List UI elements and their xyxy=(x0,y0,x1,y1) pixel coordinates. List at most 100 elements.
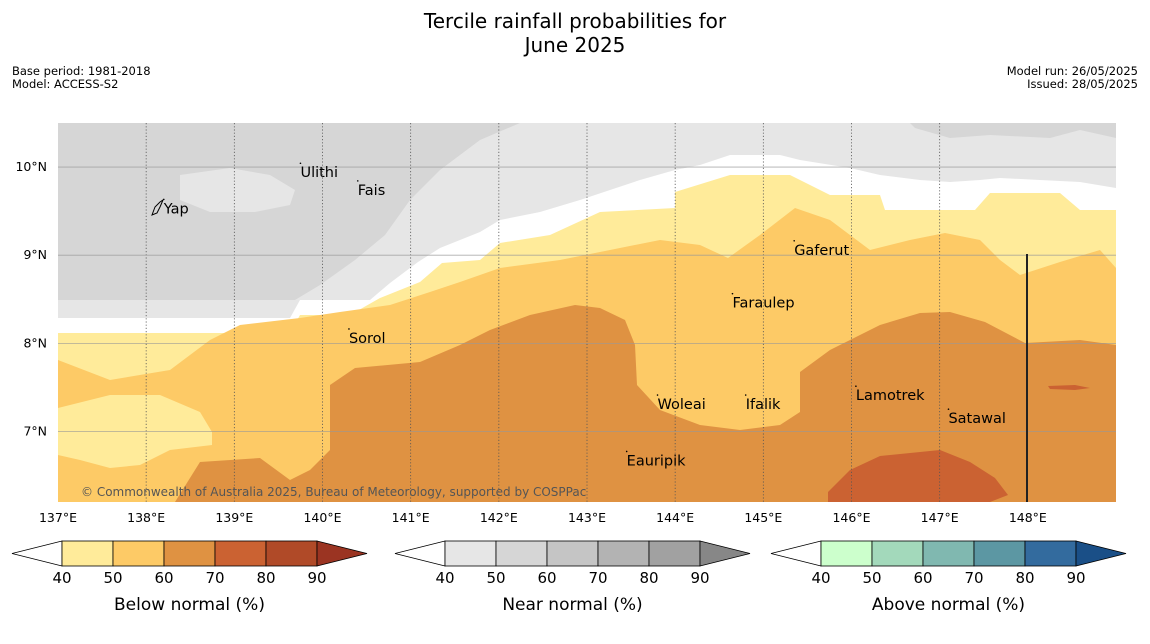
colorbar-under-triangle xyxy=(11,540,63,567)
colorbar-segment xyxy=(648,540,701,567)
colorbar-under-triangle xyxy=(394,540,446,567)
lat-tick-label: 7°N xyxy=(23,423,47,438)
place-label-fais: Fais xyxy=(358,183,385,199)
colorbar-2: 40 50 60 70 80 90 Above normal (%) xyxy=(770,540,1127,615)
meta-left: Base period: 1981-2018 Model: ACCESS-S2 xyxy=(12,65,151,91)
place-marker xyxy=(793,240,795,242)
lon-axis-labels: 137°E 138°E 139°E 140°E 141°E 142°E 143°E 144°E… xyxy=(39,510,1047,525)
lat-tick-label: 8°N xyxy=(23,335,47,350)
colorbar-tick-label: 70 xyxy=(205,569,224,587)
colorbar-label: Near normal (%) xyxy=(502,595,642,615)
map-title: Tercile rainfall probabilities for June … xyxy=(0,9,1150,57)
colorbar-tick-label: 90 xyxy=(1066,569,1085,587)
colorbar-tick-label: 90 xyxy=(690,569,709,587)
title-line-1: Tercile rainfall probabilities for xyxy=(423,9,727,33)
lon-tick-label: 141°E xyxy=(392,510,430,525)
colorbar-tick-label: 40 xyxy=(52,569,71,587)
place-label-ifalik: Ifalik xyxy=(746,397,781,413)
place-label-yap: Yap xyxy=(163,201,189,217)
model-text: Model: ACCESS-S2 xyxy=(12,77,119,91)
colorbar-segment xyxy=(597,540,650,567)
colorbar-tick-label: 40 xyxy=(811,569,830,587)
colorbar-segment xyxy=(61,540,114,567)
lon-tick-label: 138°E xyxy=(127,510,165,525)
below-normal-70-80-region xyxy=(828,450,1008,502)
colorbar-tick-label: 80 xyxy=(1015,569,1034,587)
colorbars: 40 50 60 70 80 90 Below normal (%) 40 50 60 70 80 90… xyxy=(11,540,1127,615)
place-marker xyxy=(625,450,628,453)
place-marker xyxy=(855,385,857,388)
colorbar-tick-label: 50 xyxy=(862,569,881,587)
colorbar-over-triangle xyxy=(316,540,368,567)
near-normal-dark-region-ne xyxy=(910,123,1116,138)
colorbar-1: 40 50 60 70 80 90 Near normal (%) xyxy=(394,540,751,615)
place-marker xyxy=(299,162,302,165)
colorbar-tick-label: 50 xyxy=(103,569,122,587)
colorbar-tick-label: 70 xyxy=(964,569,983,587)
place-marker xyxy=(348,328,350,330)
colorbar-tick-label: 60 xyxy=(537,569,556,587)
lat-tick-label: 9°N xyxy=(23,247,47,262)
place-label-eauripik: Eauripik xyxy=(627,453,686,469)
colorbar-segment xyxy=(820,540,873,567)
colorbar-segment xyxy=(871,540,924,567)
below-normal-70-80-small-patch xyxy=(1048,385,1090,390)
colorbar-label: Above normal (%) xyxy=(872,595,1025,615)
map-area: Ulithi Fais Yap Gaferut Faraulep Sorol Lamotre… xyxy=(58,123,1116,502)
meta-right: Model run: 26/05/2025 Issued: 28/05/2025 xyxy=(1007,65,1138,91)
colorbar-segment xyxy=(444,540,497,567)
lon-tick-label: 137°E xyxy=(39,510,77,525)
base-period-text: Base period: 1981-2018 xyxy=(12,64,151,78)
colorbar-over-triangle xyxy=(1075,540,1127,567)
colorbar-tick-label: 60 xyxy=(913,569,932,587)
colorbar-over-triangle xyxy=(699,540,751,567)
lon-tick-label: 144°E xyxy=(656,510,694,525)
place-marker xyxy=(731,292,734,295)
place-label-ulithi: Ulithi xyxy=(300,165,338,181)
place-label-faraulep: Faraulep xyxy=(732,296,794,312)
place-label-satawal: Satawal xyxy=(948,411,1005,427)
lat-axis-labels: 10°N 9°N 8°N 7°N xyxy=(15,159,47,438)
lon-tick-label: 143°E xyxy=(568,510,606,525)
gridlines xyxy=(58,123,1116,502)
colorbar-segment xyxy=(1024,540,1077,567)
title-line-2: June 2025 xyxy=(524,33,626,57)
colorbar-tick-label: 80 xyxy=(256,569,275,587)
colorbar-segment xyxy=(214,540,267,567)
below-normal-60-70-region xyxy=(175,305,1116,502)
lon-tick-label: 147°E xyxy=(921,510,959,525)
lon-tick-label: 140°E xyxy=(303,510,341,525)
place-marker xyxy=(356,180,359,182)
lon-tick-label: 142°E xyxy=(480,510,518,525)
place-label-gaferut: Gaferut xyxy=(794,243,849,259)
colorbar-0: 40 50 60 70 80 90 Below normal (%) xyxy=(11,540,368,615)
yap-island-outline xyxy=(151,198,165,216)
colorbar-segment xyxy=(163,540,216,567)
colorbar-segment xyxy=(973,540,1026,567)
colorbar-tick-label: 80 xyxy=(639,569,658,587)
lon-tick-label: 145°E xyxy=(744,510,782,525)
colorbar-segment xyxy=(922,540,975,567)
place-label-sorol: Sorol xyxy=(349,331,386,347)
copyright-text: © Commonwealth of Australia 2025, Bureau… xyxy=(81,485,586,499)
place-marker xyxy=(744,394,747,396)
lon-tick-label: 148°E xyxy=(1009,510,1047,525)
place-label-lamotrek: Lamotrek xyxy=(856,388,925,404)
lon-tick-label: 139°E xyxy=(215,510,253,525)
colorbar-segment xyxy=(112,540,165,567)
issued-text: Issued: 28/05/2025 xyxy=(1027,77,1138,91)
colorbar-segment xyxy=(265,540,318,567)
colorbar-segment xyxy=(546,540,599,567)
place-marker xyxy=(163,198,165,201)
place-label-woleai: Woleai xyxy=(658,397,706,413)
colorbar-segment xyxy=(495,540,548,567)
colorbar-label: Below normal (%) xyxy=(114,595,265,615)
colorbar-tick-label: 40 xyxy=(435,569,454,587)
near-normal-light-patch-yap xyxy=(180,168,295,212)
colorbar-tick-label: 90 xyxy=(307,569,326,587)
colorbar-tick-label: 70 xyxy=(588,569,607,587)
colorbar-tick-label: 50 xyxy=(486,569,505,587)
colorbar-tick-label: 60 xyxy=(154,569,173,587)
colorbar-under-triangle xyxy=(770,540,822,567)
